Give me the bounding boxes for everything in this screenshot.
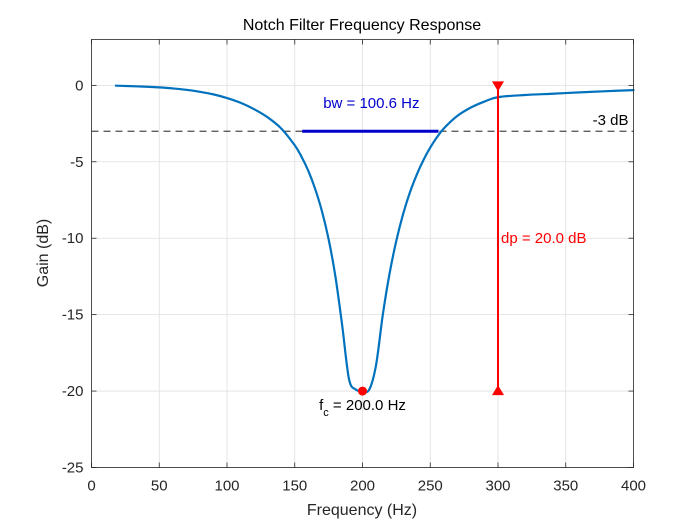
- fc-label-sub: c: [323, 407, 329, 419]
- response-curve: [114, 84, 635, 394]
- y-axis-label: Gain (dB): [35, 219, 52, 287]
- y-tick-label: -20: [62, 383, 84, 400]
- x-tick-label: 350: [553, 478, 578, 495]
- depth-top-marker: [492, 81, 504, 92]
- center-frequency-marker: [358, 386, 367, 396]
- center-frequency-label: fc = 200.0 Hz: [319, 397, 406, 419]
- depth-bottom-marker: [492, 385, 504, 396]
- x-tick-label: 150: [282, 478, 307, 495]
- y-tick-label: -5: [70, 154, 83, 171]
- y-tick-label: -10: [62, 230, 84, 247]
- x-tick-label: 100: [214, 478, 239, 495]
- chart-title: Notch Filter Frequency Response: [243, 17, 481, 34]
- x-tick-label: 0: [87, 478, 95, 495]
- fc-label-rest: = 200.0 Hz: [329, 397, 406, 414]
- fc-label-main: f: [319, 397, 324, 414]
- x-axis-label: Frequency (Hz): [307, 502, 417, 519]
- x-tick-label: 300: [485, 478, 510, 495]
- bandwidth-label: bw = 100.6 Hz: [323, 95, 419, 112]
- x-tick-label: 400: [621, 478, 646, 495]
- y-tick-label: 0: [75, 77, 83, 94]
- x-tick-label: 50: [151, 478, 168, 495]
- x-tick-label: 200: [350, 478, 375, 495]
- grid: [91, 39, 634, 468]
- minus-3db-label: -3 dB: [593, 112, 629, 129]
- y-tick-label: -15: [62, 307, 84, 324]
- tick-labels: 0 50 100 150 200 250 300 350 400 0 -5 -10 -15 -20 -25: [62, 39, 646, 495]
- y-tick-label: -25: [62, 460, 84, 477]
- x-tick-label: 250: [418, 478, 443, 495]
- depth-label: dp = 20.0 dB: [501, 230, 587, 247]
